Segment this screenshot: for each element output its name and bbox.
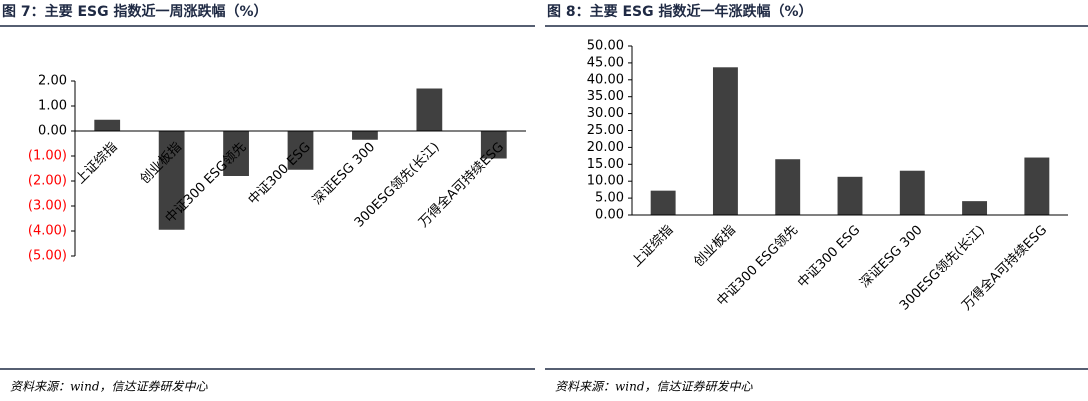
bar [899,170,925,215]
bar [352,131,378,140]
source-note: 资料来源：wind，信达证券研发中心 [555,380,754,394]
y-tick-label: 20.00 [587,140,624,155]
y-tick-label: (3.00) [28,199,67,214]
y-tick-label: 40.00 [587,72,624,87]
y-tick-label: (2.00) [28,174,67,189]
y-tick-label: 35.00 [587,89,624,104]
bar [416,88,443,131]
y-tick-label: 15.00 [587,157,624,172]
bar [962,201,988,215]
y-tick-label: (5.00) [28,249,67,264]
y-tick-label: 10.00 [587,174,624,189]
x-tick-label: 深证ESG 300 [310,140,378,208]
source-note: 资料来源：wind，信达证券研发中心 [10,380,209,394]
y-tick-label: 1.00 [38,99,67,114]
y-tick-label: (4.00) [28,224,67,239]
y-tick-label: 5.00 [595,191,624,206]
y-tick-label: 0.00 [595,208,624,223]
bar [775,159,801,215]
chart-title: 图 7：主要 ESG 指数近一周涨跌幅（%） [2,3,268,20]
y-tick-label: 2.00 [38,74,67,89]
bar [650,190,676,215]
bar [158,131,185,230]
y-tick-label: 25.00 [587,123,624,138]
bar [94,119,121,131]
chart-title: 图 8：主要 ESG 指数近一年涨跌幅（%） [547,3,813,20]
bar [287,131,314,170]
x-tick-label: 上证综指 [629,223,676,270]
y-tick-label: 0.00 [38,124,67,139]
x-tick-label: 中证300 ESG [795,223,863,291]
x-tick-label: 中证300 ESG [246,140,314,208]
bar [712,67,738,215]
bar [837,176,863,215]
y-tick-label: 50.00 [587,39,624,54]
bar [223,131,249,176]
x-tick-label: 深证ESG 300 [857,223,925,291]
bar [480,131,507,159]
x-tick-label: 上证综指 [73,140,120,187]
y-tick-label: (1.00) [28,149,67,164]
y-tick-label: 45.00 [587,55,624,70]
y-tick-label: 30.00 [587,106,624,121]
bar [1024,157,1050,215]
x-tick-label: 创业板指 [691,223,738,270]
